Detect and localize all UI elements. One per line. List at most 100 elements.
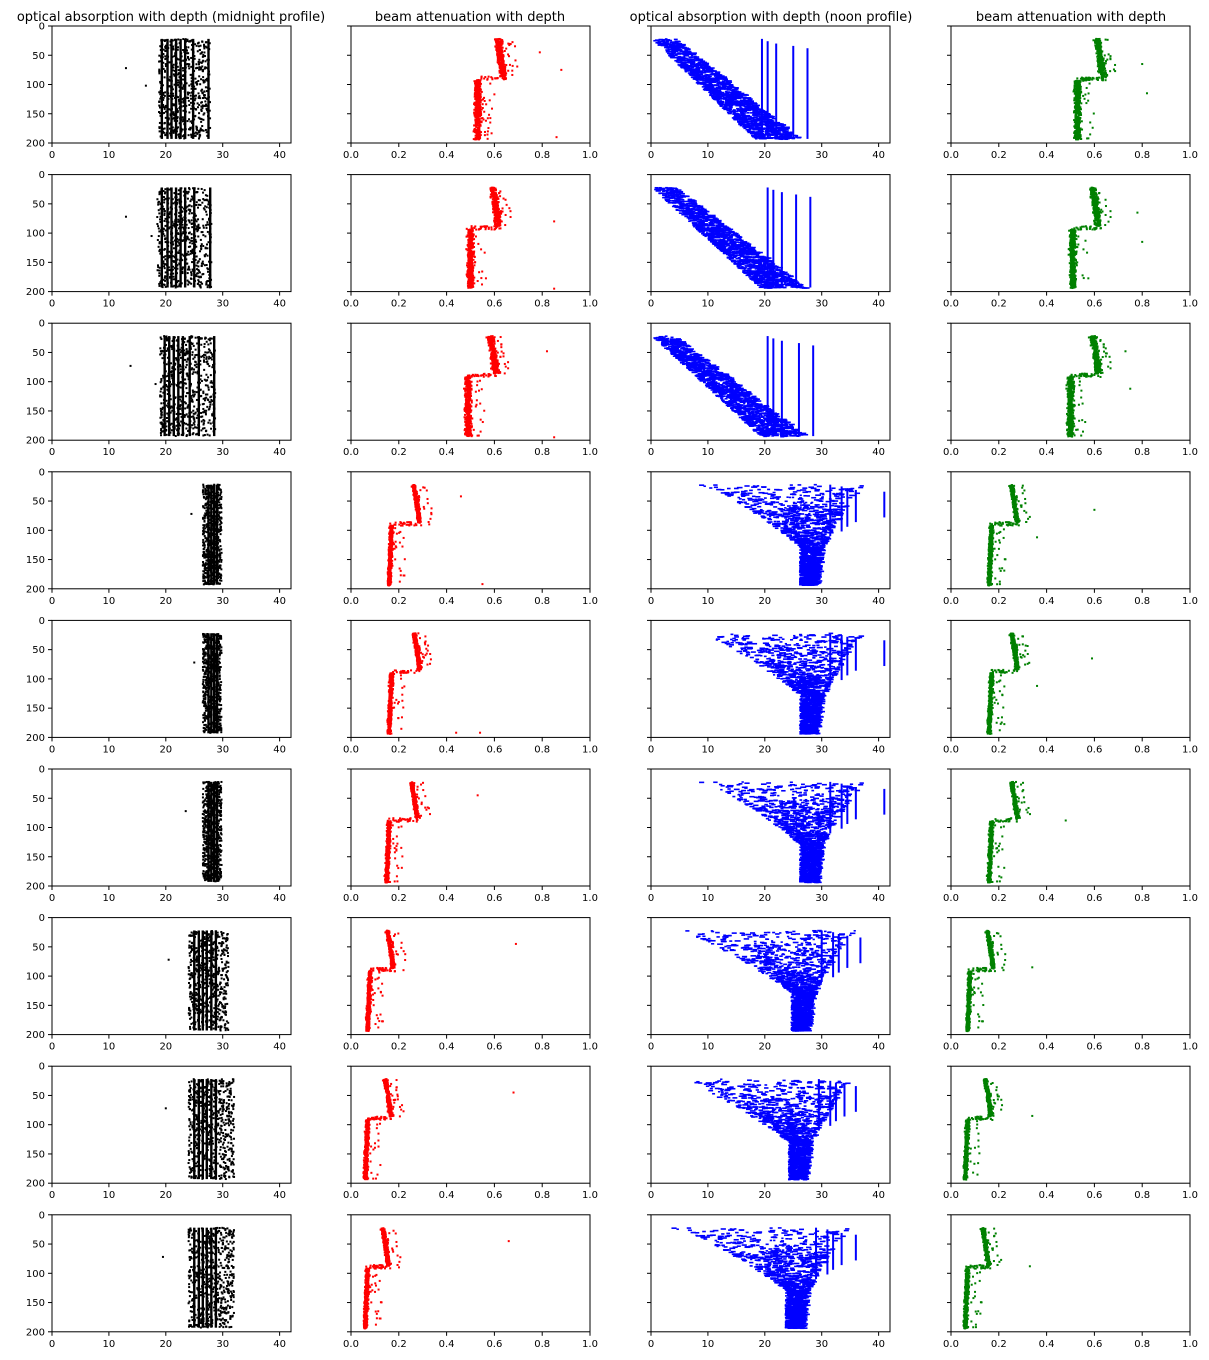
data-point xyxy=(503,68,506,71)
data-point xyxy=(160,188,163,191)
data-point xyxy=(197,131,200,134)
data-point xyxy=(750,130,755,133)
data-point xyxy=(181,223,184,226)
data-point xyxy=(199,61,202,64)
data-point xyxy=(166,54,169,57)
data-point xyxy=(489,82,492,85)
data-point xyxy=(474,86,477,89)
data-point xyxy=(190,136,193,139)
data-point xyxy=(180,105,183,108)
data-point xyxy=(1076,90,1079,93)
data-streak xyxy=(775,43,778,139)
data-point xyxy=(156,223,159,226)
data-point xyxy=(1075,94,1078,97)
data-point xyxy=(193,132,196,135)
data-point xyxy=(188,63,191,66)
data-point xyxy=(190,233,193,236)
data-point xyxy=(483,96,486,99)
data-point xyxy=(761,134,766,136)
data-point xyxy=(162,48,165,51)
data-point xyxy=(729,101,736,104)
data-point xyxy=(198,199,201,202)
data-point xyxy=(196,42,199,45)
data-point xyxy=(199,68,202,71)
data-point xyxy=(174,117,177,120)
data-point xyxy=(721,80,725,82)
data-point xyxy=(514,59,517,62)
data-point xyxy=(164,133,167,136)
data-point xyxy=(500,47,503,50)
data-point xyxy=(174,127,177,130)
data-point xyxy=(695,59,702,62)
data-point xyxy=(719,103,724,106)
data-point xyxy=(474,104,477,107)
data-point xyxy=(1104,69,1107,72)
data-point xyxy=(203,189,206,192)
data-point xyxy=(170,104,173,107)
data-point xyxy=(177,193,180,196)
data-point xyxy=(195,131,198,134)
data-point xyxy=(174,207,177,210)
data-point xyxy=(201,107,204,110)
data-point xyxy=(161,257,164,260)
data-point xyxy=(182,59,185,62)
data-point xyxy=(755,111,760,114)
data-point xyxy=(480,90,483,93)
data-point xyxy=(169,108,172,111)
data-point xyxy=(173,83,176,86)
data-point xyxy=(198,58,201,61)
data-point xyxy=(1075,132,1078,135)
data-point xyxy=(166,215,169,218)
data-point xyxy=(158,104,161,107)
data-point xyxy=(473,108,476,111)
data-point xyxy=(167,266,170,269)
data-point xyxy=(172,92,175,95)
y-tick-label: 100 xyxy=(26,229,45,240)
data-point xyxy=(166,251,169,254)
data-point xyxy=(1077,84,1080,87)
data-point xyxy=(203,47,206,50)
data-point xyxy=(172,224,175,227)
data-point xyxy=(1103,74,1106,77)
data-point xyxy=(178,86,181,89)
data-point xyxy=(204,45,207,48)
data-point xyxy=(163,276,166,279)
data-point xyxy=(208,73,211,76)
data-point xyxy=(197,79,200,82)
data-point xyxy=(181,206,184,209)
data-point xyxy=(159,48,162,51)
data-point xyxy=(192,197,195,200)
data-point xyxy=(472,138,475,141)
x-tick-label: 0.2 xyxy=(391,150,407,161)
data-point xyxy=(1075,81,1078,84)
data-point xyxy=(195,63,198,66)
data-point xyxy=(200,120,203,123)
data-point xyxy=(678,49,683,51)
data-point xyxy=(1074,91,1077,94)
data-point xyxy=(728,84,734,86)
data-point xyxy=(169,211,172,214)
x-tick-label: 0.8 xyxy=(534,299,550,310)
data-point xyxy=(185,223,188,226)
data-point xyxy=(182,231,185,234)
data-point xyxy=(201,69,204,72)
data-point xyxy=(742,113,745,115)
data-point xyxy=(673,38,678,41)
data-point xyxy=(167,97,170,100)
data-point xyxy=(209,227,212,230)
data-point xyxy=(474,134,477,137)
data-point xyxy=(490,76,493,79)
data-point xyxy=(197,63,200,66)
data-point xyxy=(495,44,498,47)
data-point xyxy=(160,45,163,48)
data-point xyxy=(164,104,167,107)
data-point xyxy=(189,245,192,248)
data-point xyxy=(191,110,194,113)
data-point xyxy=(191,73,194,76)
data-point xyxy=(187,65,190,68)
outlier-point xyxy=(124,67,127,70)
data-point xyxy=(174,286,177,289)
data-point xyxy=(197,187,200,190)
data-point xyxy=(499,58,502,61)
data-point xyxy=(479,85,482,88)
